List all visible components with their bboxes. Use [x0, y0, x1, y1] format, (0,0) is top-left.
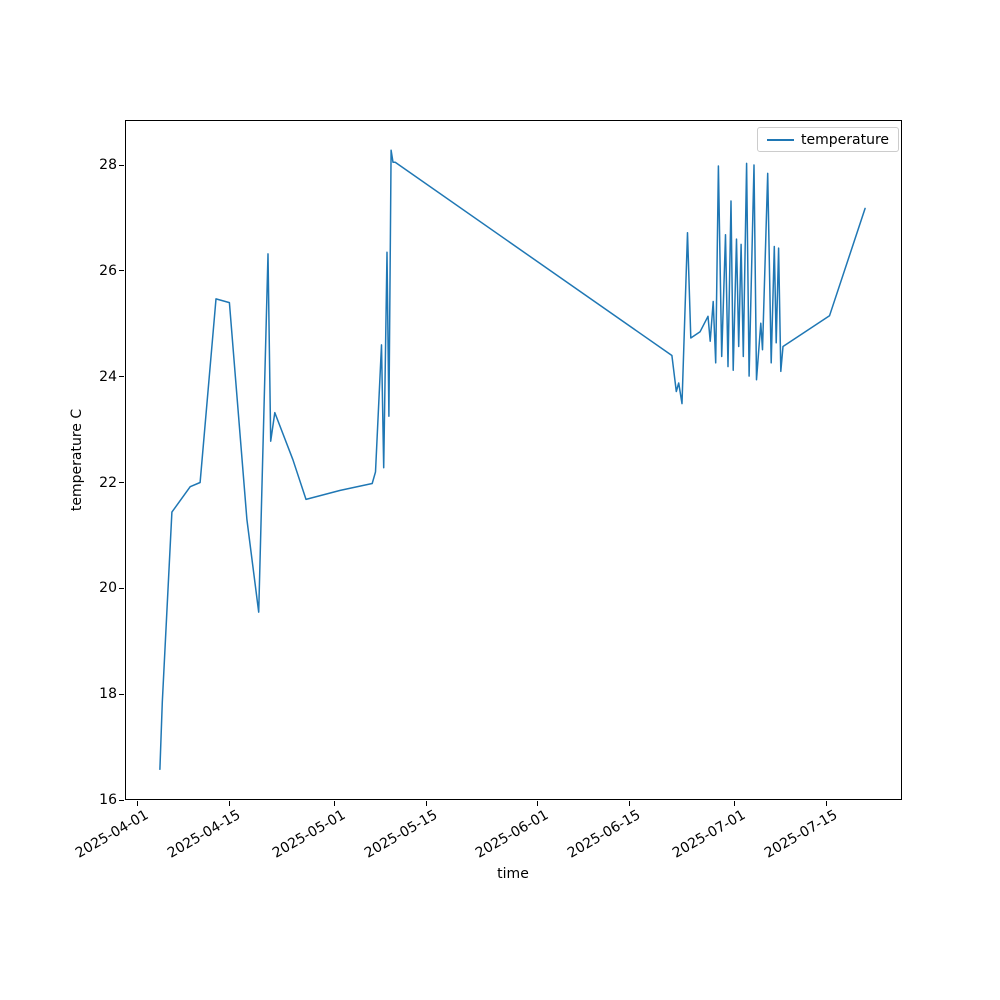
y-tick-mark: [119, 587, 124, 589]
x-tick-mark: [629, 801, 631, 806]
temperature-series-line: [159, 149, 866, 771]
x-tick-mark: [333, 801, 335, 806]
y-tick-label: 16: [99, 792, 117, 808]
x-tick-mark: [425, 801, 427, 806]
y-tick-label: 26: [99, 262, 117, 279]
x-tick-mark: [228, 801, 230, 806]
x-tick-mark: [826, 801, 828, 806]
y-tick-label: 24: [99, 368, 117, 385]
x-tick-mark: [734, 801, 736, 806]
legend-line-swatch: [767, 138, 794, 141]
y-tick-mark: [119, 270, 124, 272]
x-tick-mark: [537, 801, 539, 806]
y-axis-title: temperature C: [69, 408, 85, 512]
plot-area: [125, 120, 902, 800]
y-tick-label: 18: [99, 686, 117, 703]
y-tick-label: 28: [99, 157, 117, 173]
y-tick-mark: [119, 376, 124, 378]
y-tick-mark: [119, 693, 124, 695]
y-tick-mark: [119, 482, 124, 483]
y-tick-label: 20: [99, 580, 117, 597]
legend-label: temperature: [801, 131, 889, 148]
x-tick-mark: [136, 801, 138, 806]
y-tick-mark: [119, 799, 124, 801]
y-tick-mark: [119, 164, 124, 166]
y-tick-label: 22: [99, 474, 117, 491]
legend: temperature: [757, 127, 899, 152]
x-axis-title: time: [497, 866, 529, 882]
